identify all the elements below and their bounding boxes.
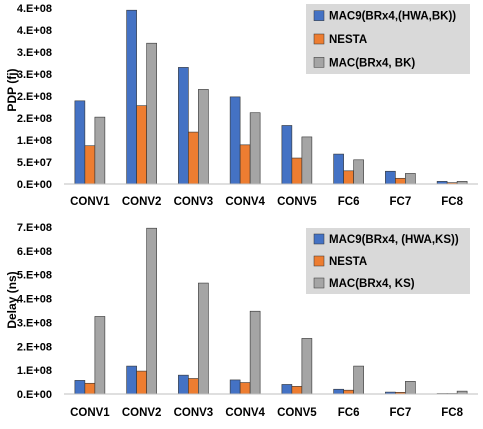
bar-mac9-conv5 bbox=[281, 384, 293, 395]
y-tick-label: 0.E+00 bbox=[17, 389, 52, 401]
legend: MAC9(BRx4,(HWA,BK)) NESTA MAC(BRx4, BK) bbox=[306, 4, 470, 74]
bar-nesta-conv2 bbox=[136, 105, 147, 185]
legend-label: NESTA bbox=[329, 34, 367, 46]
y-axis-title: PDP (fj) bbox=[5, 68, 19, 111]
bar-nesta-conv2 bbox=[136, 370, 147, 395]
legend-swatch bbox=[313, 33, 325, 45]
bar-mac9-fc7 bbox=[385, 170, 396, 185]
bar-mac9-conv5 bbox=[281, 125, 293, 185]
y-tick-label: 4.E+08 bbox=[17, 294, 52, 306]
bar-mac9-fc6 bbox=[333, 153, 344, 185]
y-tick-label: 1.E+08 bbox=[17, 135, 52, 147]
category-label: CONV2 bbox=[122, 196, 162, 208]
y-tick-label: 5.E+07 bbox=[17, 157, 52, 169]
bar-nesta-conv5 bbox=[291, 157, 303, 185]
bar-nesta-fc6 bbox=[343, 170, 354, 185]
bar-mac-conv3 bbox=[198, 89, 209, 185]
category-label: FC8 bbox=[441, 407, 463, 419]
legend-label: MAC(BRx4, KS) bbox=[329, 278, 415, 290]
pdp-chart: 0.E+00 5.E+07 1.E+08 2.E+08 2.E+08 3.E+08 3.E+… bbox=[5, 3, 478, 208]
category-label: CONV1 bbox=[70, 407, 110, 419]
legend-swatch bbox=[313, 233, 325, 245]
bar-nesta-conv3 bbox=[188, 378, 199, 395]
bar-nesta-conv4 bbox=[239, 382, 251, 395]
bar-nesta-conv1 bbox=[84, 145, 96, 185]
category-label: FC7 bbox=[390, 407, 412, 419]
y-tick-label: 0.E+00 bbox=[17, 179, 52, 191]
y-tick-label: 2.E+08 bbox=[17, 113, 52, 125]
category-label: CONV2 bbox=[122, 407, 162, 419]
category-label: FC6 bbox=[338, 196, 360, 208]
y-tick-label: 4.E+08 bbox=[17, 25, 52, 37]
legend-label: MAC9(BRx4, (HWA,KS)) bbox=[329, 234, 459, 246]
category-label: CONV1 bbox=[70, 196, 110, 208]
bar-nesta-fc6 bbox=[343, 389, 354, 395]
bar-mac9-fc6 bbox=[333, 388, 344, 395]
bar-mac9-conv1 bbox=[74, 100, 86, 185]
category-label: CONV5 bbox=[277, 407, 317, 419]
bar-mac-conv2 bbox=[146, 227, 157, 395]
bar-mac9-conv3 bbox=[178, 67, 189, 185]
y-tick-label: 3.E+08 bbox=[17, 69, 52, 81]
bar-nesta-fc7 bbox=[395, 177, 406, 185]
legend-label: MAC(BRx4, BK) bbox=[329, 57, 415, 69]
bar-mac-conv5 bbox=[301, 338, 313, 395]
bar-mac9-conv4 bbox=[229, 379, 241, 395]
legend-label: MAC9(BRx4,(HWA,BK)) bbox=[329, 11, 456, 23]
y-tick-label: 5.E+08 bbox=[17, 270, 52, 282]
y-tick-label: 2.E+08 bbox=[17, 91, 52, 103]
legend-label: NESTA bbox=[329, 256, 367, 268]
category-label: CONV4 bbox=[225, 407, 265, 419]
category-label: FC6 bbox=[338, 407, 360, 419]
bar-mac-fc7 bbox=[405, 173, 416, 185]
bar-mac-conv1 bbox=[94, 116, 106, 185]
legend-box bbox=[306, 228, 470, 294]
y-axis-title: Delay (ns) bbox=[5, 271, 19, 328]
bar-mac9-conv1 bbox=[74, 380, 86, 395]
legend: MAC9(BRx4, (HWA,KS)) NESTA MAC(BRx4, KS) bbox=[306, 228, 470, 294]
bar-nesta-conv4 bbox=[239, 144, 251, 185]
bar-mac-conv2 bbox=[146, 42, 157, 185]
bar-mac-conv1 bbox=[94, 316, 106, 395]
legend-swatch bbox=[313, 57, 325, 68]
y-tick-label: 2.E+08 bbox=[17, 341, 52, 353]
delay-chart: 0.E+00 1.E+08 2.E+08 3.E+08 4.E+08 5.E+08 6.E+… bbox=[5, 222, 478, 419]
category-label: CONV3 bbox=[174, 407, 214, 419]
bar-mac-fc6 bbox=[353, 365, 364, 395]
y-tick-label: 7.E+08 bbox=[17, 222, 52, 234]
y-tick-label: 1.E+08 bbox=[17, 365, 52, 377]
category-label: CONV5 bbox=[277, 196, 317, 208]
legend-swatch bbox=[313, 255, 325, 267]
bar-mac-fc7 bbox=[405, 381, 416, 395]
legend-swatch bbox=[313, 277, 325, 289]
bar-mac9-conv2 bbox=[126, 9, 137, 185]
y-tick-label: 6.E+08 bbox=[17, 246, 52, 258]
category-label: FC7 bbox=[390, 196, 412, 208]
bar-nesta-conv1 bbox=[84, 382, 96, 395]
bar-nesta-conv5 bbox=[291, 386, 303, 395]
category-label: CONV3 bbox=[174, 196, 214, 208]
bar-mac9-conv4 bbox=[229, 96, 241, 185]
y-tick-label: 4.E+08 bbox=[17, 3, 52, 15]
y-tick-label: 3.E+08 bbox=[17, 317, 52, 329]
bar-mac-conv3 bbox=[198, 282, 209, 395]
bar-mac9-conv2 bbox=[126, 365, 137, 395]
y-tick-label: 3.E+08 bbox=[17, 47, 52, 59]
bar-nesta-conv3 bbox=[188, 131, 199, 185]
bar-mac-conv4 bbox=[249, 310, 261, 395]
bar-mac-fc6 bbox=[353, 159, 364, 185]
bar-mac-conv4 bbox=[249, 112, 261, 185]
bar-mac-conv5 bbox=[301, 136, 313, 185]
legend-box bbox=[306, 4, 470, 74]
legend-swatch bbox=[313, 10, 325, 21]
bar-mac9-conv3 bbox=[178, 374, 189, 395]
category-label: CONV4 bbox=[225, 196, 265, 208]
category-label: FC8 bbox=[441, 196, 463, 208]
